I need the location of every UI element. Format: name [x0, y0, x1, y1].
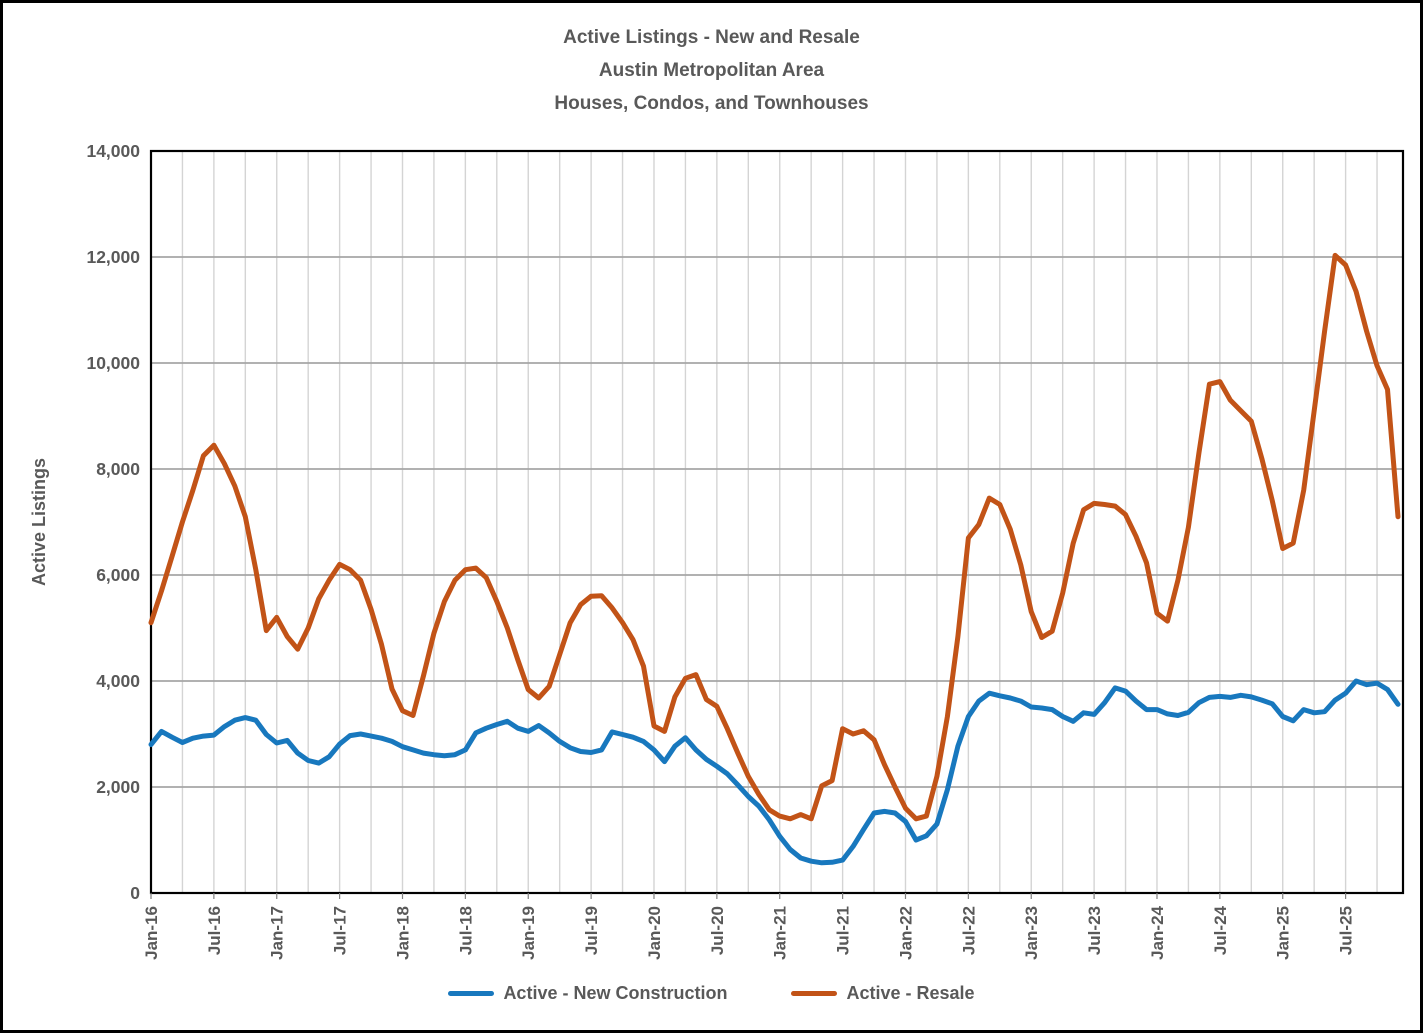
x-tick-label: Jul-23	[1085, 906, 1104, 955]
x-tick-label: Jul-17	[331, 906, 350, 955]
plot-border	[149, 149, 1405, 895]
y-tick-label: 4,000	[96, 671, 140, 691]
x-tick-label: Jan-18	[393, 906, 412, 960]
legend-label-resale: Active - Resale	[846, 983, 975, 1003]
x-tick-label: Jan-20	[645, 906, 664, 960]
y-tick-label: 10,000	[86, 353, 140, 373]
x-tick-label: Jan-24	[1148, 905, 1167, 959]
y-tick-label: 12,000	[86, 247, 140, 267]
chart-title-line-3: Houses, Condos, and Townhouses	[554, 93, 869, 114]
y-tick-label: 8,000	[96, 459, 140, 479]
x-tick-label: Jul-24	[1211, 905, 1230, 955]
legend-swatch-resale	[791, 991, 838, 996]
x-tick-label: Jul-16	[205, 906, 224, 955]
series-line-resale	[148, 252, 1401, 822]
x-tick-label: Jul-20	[708, 906, 727, 955]
y-tick-label: 14,000	[86, 141, 140, 161]
x-tick-label: Jan-17	[268, 906, 287, 960]
legend-item-resale: Active - Resale	[791, 983, 975, 1004]
x-tick-label: Jan-23	[1022, 906, 1041, 960]
x-tick-label: Jul-22	[959, 906, 978, 955]
x-tick-label: Jul-21	[834, 906, 853, 955]
chart-title: Active Listings - New and Resale Austin …	[3, 21, 1420, 120]
x-tick-label: Jul-18	[456, 906, 475, 955]
legend-item-new-construction: Active - New Construction	[448, 983, 727, 1004]
y-axis-title: Active Listings	[29, 458, 49, 586]
chart-legend: Active - New Construction Active - Resal…	[3, 983, 1420, 1004]
y-tick-label: 2,000	[96, 777, 140, 797]
line-chart-plot: Jan-16 Jul-16 Jan-17 Jul-17 Jan-18 Jul-18 Jan-…	[29, 141, 1405, 960]
legend-swatch-new-construction	[448, 991, 495, 996]
chart-title-line-2: Austin Metropolitan Area	[598, 60, 825, 81]
x-tick-label: Jan-19	[519, 906, 538, 960]
x-tick-label: Jan-16	[142, 906, 161, 960]
x-tick-label: Jul-19	[582, 906, 601, 955]
x-tick-label: Jan-21	[771, 906, 790, 960]
y-tick-label: 0	[130, 883, 140, 903]
x-tick-label: Jan-22	[896, 906, 915, 960]
legend-label-new-construction: Active - New Construction	[503, 983, 728, 1003]
y-tick-label: 6,000	[96, 565, 140, 585]
x-tick-label: Jul-25	[1337, 906, 1356, 955]
chart-title-line-1: Active Listings - New and Resale	[563, 27, 860, 48]
series-line-new_construction	[148, 678, 1401, 866]
x-tick-label: Jan-25	[1274, 906, 1293, 960]
